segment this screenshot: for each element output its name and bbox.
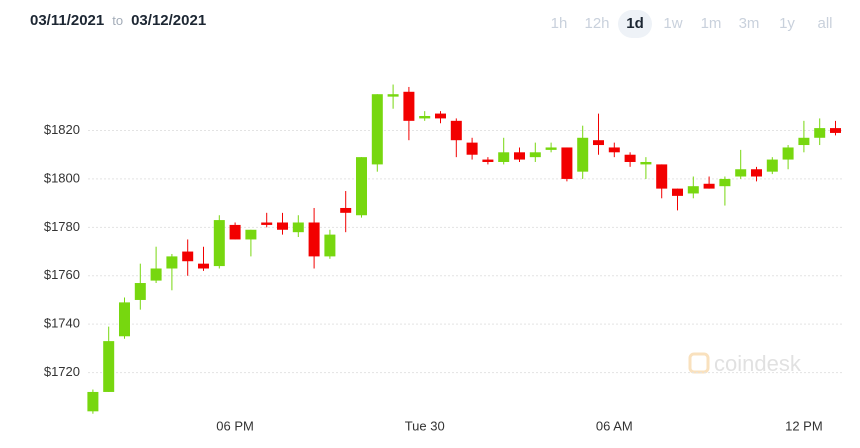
candle-body xyxy=(182,251,194,262)
range-button[interactable]: 1d xyxy=(618,10,652,38)
candle-body xyxy=(735,169,747,177)
candle-body xyxy=(608,147,620,153)
x-tick-label: 12 PM xyxy=(785,418,823,433)
candle-body xyxy=(292,222,304,233)
range-button[interactable]: 3m xyxy=(738,15,760,32)
y-tick-label: $1720 xyxy=(44,364,80,379)
candle-body xyxy=(403,91,415,121)
range-button[interactable]: 1m xyxy=(700,15,722,32)
candle-body xyxy=(593,140,604,146)
candle-body xyxy=(482,159,494,162)
y-tick-label: $1800 xyxy=(44,170,80,185)
date-range: 03/11/2021 to 03/12/2021 xyxy=(30,12,206,29)
candle-body xyxy=(719,178,731,187)
from-date: 03/11/2021 xyxy=(30,12,105,29)
candle-body xyxy=(356,157,367,216)
y-tick-label: $1740 xyxy=(44,316,80,331)
candle-body xyxy=(277,222,288,230)
candle-body xyxy=(213,220,225,267)
candle-body xyxy=(466,142,478,155)
candle-body xyxy=(814,128,826,138)
candle-body xyxy=(119,302,130,337)
candle-body xyxy=(782,147,794,160)
y-tick-label: $1760 xyxy=(44,267,80,282)
candle-body xyxy=(103,341,115,392)
candle-body xyxy=(498,152,510,162)
candle-body xyxy=(87,391,99,412)
x-tick-label: 06 AM xyxy=(596,418,633,433)
candle-body xyxy=(656,164,668,189)
range-button[interactable]: 12h xyxy=(584,15,610,32)
candle-body xyxy=(545,147,557,150)
candle-body xyxy=(687,186,699,194)
watermark: coindesk xyxy=(688,351,802,376)
candle-body xyxy=(577,137,589,172)
range-button[interactable]: all xyxy=(817,15,833,32)
candle-body xyxy=(198,263,209,269)
candle-body xyxy=(324,234,336,257)
candle-body xyxy=(166,256,178,269)
candle-body xyxy=(134,283,146,300)
candle-body xyxy=(435,113,446,119)
candle-body xyxy=(624,154,636,162)
range-button[interactable]: 1y xyxy=(779,15,795,32)
candle-body xyxy=(830,128,841,133)
candle-body xyxy=(450,120,462,141)
candle-body xyxy=(703,183,715,189)
candle-body xyxy=(640,161,652,165)
candle-body xyxy=(514,152,525,160)
candle-body xyxy=(766,159,778,172)
candle-body xyxy=(798,137,810,146)
to-date: 03/12/2021 xyxy=(131,12,207,29)
candle-body xyxy=(245,229,257,240)
y-tick-label: $1820 xyxy=(44,122,80,137)
candle-body xyxy=(371,94,383,165)
range-buttons: 1h 12h 1d 1w 1m 3m 1y all xyxy=(542,10,842,38)
candle-body xyxy=(529,152,541,158)
watermark-icon xyxy=(688,352,710,374)
to-word: to xyxy=(112,13,124,28)
y-tick-label: $1780 xyxy=(44,219,80,234)
watermark-text: coindesk xyxy=(714,351,802,376)
candle-body xyxy=(308,222,320,257)
x-tick-label: 06 PM xyxy=(216,418,254,433)
candle-body xyxy=(387,94,399,97)
candle-body xyxy=(419,115,431,119)
candle-body xyxy=(561,147,573,179)
candle-body xyxy=(229,224,241,240)
candle-body xyxy=(672,188,683,196)
x-tick-label: Tue 30 xyxy=(405,418,445,433)
candle-body xyxy=(340,207,352,213)
candle-body xyxy=(751,169,762,177)
range-button[interactable]: 1h xyxy=(550,15,568,32)
range-button[interactable]: 1w xyxy=(663,15,683,32)
candle-body xyxy=(261,222,273,225)
candle-body xyxy=(150,268,162,281)
